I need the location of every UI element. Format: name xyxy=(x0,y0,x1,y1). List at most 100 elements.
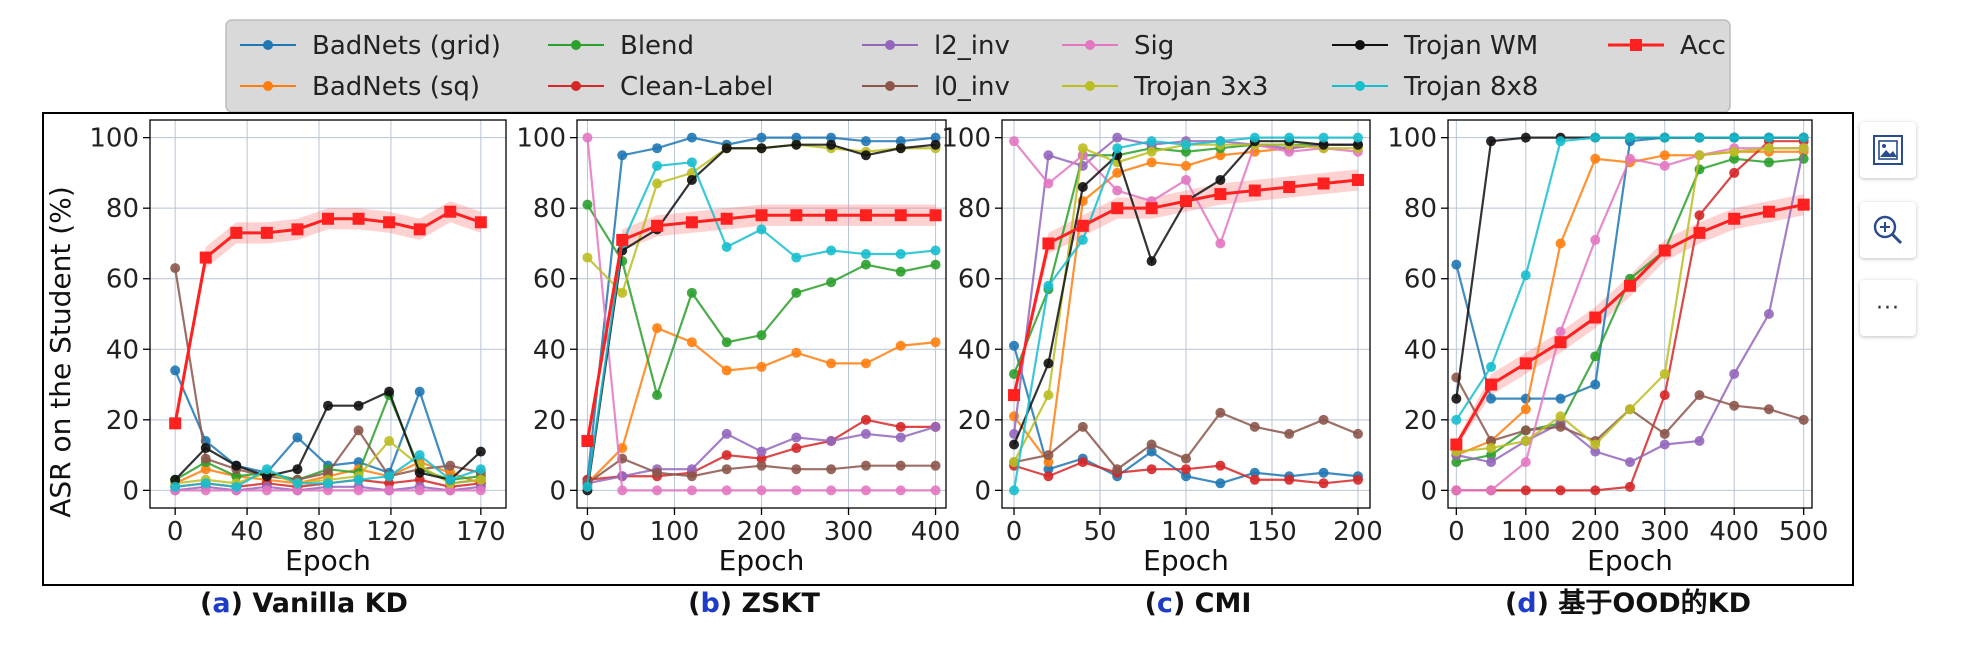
data-point xyxy=(231,481,242,492)
data-point xyxy=(1146,157,1157,168)
data-point xyxy=(1520,404,1531,415)
data-point xyxy=(352,212,365,225)
data-point xyxy=(1694,210,1705,221)
data-point xyxy=(1181,160,1191,171)
data-point xyxy=(414,386,425,397)
legend-entry-badnets-sq: BadNets (sq) xyxy=(240,72,480,102)
data-point xyxy=(755,209,768,222)
caption-text: ) ZSKT xyxy=(720,588,821,619)
data-point xyxy=(826,485,837,496)
data-point xyxy=(617,287,628,298)
data-point xyxy=(445,485,456,496)
data-point xyxy=(581,434,594,447)
data-point xyxy=(1284,146,1295,157)
y-tick-label: 100 xyxy=(941,124,991,154)
data-point xyxy=(1215,150,1226,161)
data-point xyxy=(860,428,871,439)
data-point xyxy=(894,209,907,222)
series-sig xyxy=(582,132,941,496)
data-point xyxy=(826,464,837,475)
x-axis-label: Epoch xyxy=(719,544,805,577)
data-point xyxy=(756,224,767,235)
data-point xyxy=(826,132,837,143)
zoom-button[interactable] xyxy=(1860,202,1916,258)
data-point xyxy=(895,143,906,154)
data-point xyxy=(1318,414,1329,425)
data-point xyxy=(825,209,838,222)
data-point xyxy=(895,249,906,260)
data-point xyxy=(200,478,211,489)
data-point xyxy=(617,443,628,454)
data-point xyxy=(1763,132,1774,143)
data-point xyxy=(860,259,871,270)
data-point xyxy=(1625,457,1635,468)
data-point xyxy=(791,432,802,443)
image-frame-button[interactable] xyxy=(1860,122,1916,178)
data-point xyxy=(721,464,732,475)
data-point xyxy=(1146,464,1157,475)
data-point xyxy=(1215,238,1226,249)
data-point xyxy=(826,245,837,256)
data-point xyxy=(791,252,802,263)
data-point xyxy=(1486,450,1497,461)
data-point xyxy=(1009,439,1020,450)
more-options-button[interactable]: ··· xyxy=(1860,280,1916,336)
legend-entry-l2-inv: l2_inv xyxy=(862,31,1010,61)
data-point xyxy=(1009,457,1020,468)
data-point xyxy=(860,485,871,496)
data-point xyxy=(1590,446,1601,457)
data-point xyxy=(1009,340,1020,351)
data-point xyxy=(1520,457,1531,468)
data-point xyxy=(1451,414,1462,425)
caption-d: (d) 基于OOD的KD xyxy=(1505,587,1751,619)
data-point xyxy=(1009,485,1020,496)
series-acc xyxy=(1450,198,1810,451)
data-point xyxy=(1624,279,1636,292)
data-point xyxy=(1555,411,1566,422)
data-point xyxy=(291,223,304,236)
data-point xyxy=(790,209,803,222)
data-point xyxy=(1728,212,1741,225)
data-point xyxy=(1486,393,1497,404)
data-point xyxy=(1729,146,1740,157)
y-tick-label: 40 xyxy=(1404,335,1437,365)
data-point xyxy=(756,132,767,143)
data-point xyxy=(1284,428,1295,439)
caption-paren: ( xyxy=(200,588,212,619)
y-tick-label: 0 xyxy=(1420,476,1437,506)
data-point xyxy=(1555,421,1566,432)
data-point xyxy=(826,435,837,446)
y-tick-label: 20 xyxy=(1404,406,1437,436)
data-point xyxy=(384,478,395,489)
y-tick-label: 80 xyxy=(958,194,991,224)
data-point xyxy=(1763,309,1774,319)
data-point xyxy=(1214,188,1227,201)
caption-letter: d xyxy=(1517,588,1536,619)
data-point xyxy=(1043,457,1054,468)
data-point xyxy=(860,460,871,471)
data-point xyxy=(413,223,426,236)
panel-b: 0 20 40 60 80 100 0 100 200 300 400 Epoch xyxy=(516,119,960,577)
series-acc xyxy=(581,209,942,447)
data-point xyxy=(1694,390,1705,401)
zoom-in-icon xyxy=(1873,215,1903,245)
data-point xyxy=(1589,311,1602,324)
data-point xyxy=(895,460,906,471)
legend-label: Trojan 3x3 xyxy=(1133,72,1268,102)
data-point xyxy=(1043,358,1054,369)
data-point xyxy=(1043,280,1054,291)
data-point xyxy=(1076,219,1089,232)
legend-marker xyxy=(1355,40,1365,50)
x-tick-label: 80 xyxy=(302,517,335,547)
data-point xyxy=(1181,453,1191,464)
legend: BadNets (grid) BadNets (sq) Blend Clean-Lab… xyxy=(225,19,1731,113)
more-options-icon: ··· xyxy=(1876,295,1900,321)
legend-label: l0_inv xyxy=(934,72,1010,102)
data-point xyxy=(383,216,396,229)
data-point xyxy=(1112,167,1123,178)
data-point xyxy=(200,464,211,475)
data-point xyxy=(930,460,941,471)
series-trojan-wm xyxy=(170,386,486,485)
data-point xyxy=(721,143,732,154)
y-tick-label: 0 xyxy=(974,476,991,506)
